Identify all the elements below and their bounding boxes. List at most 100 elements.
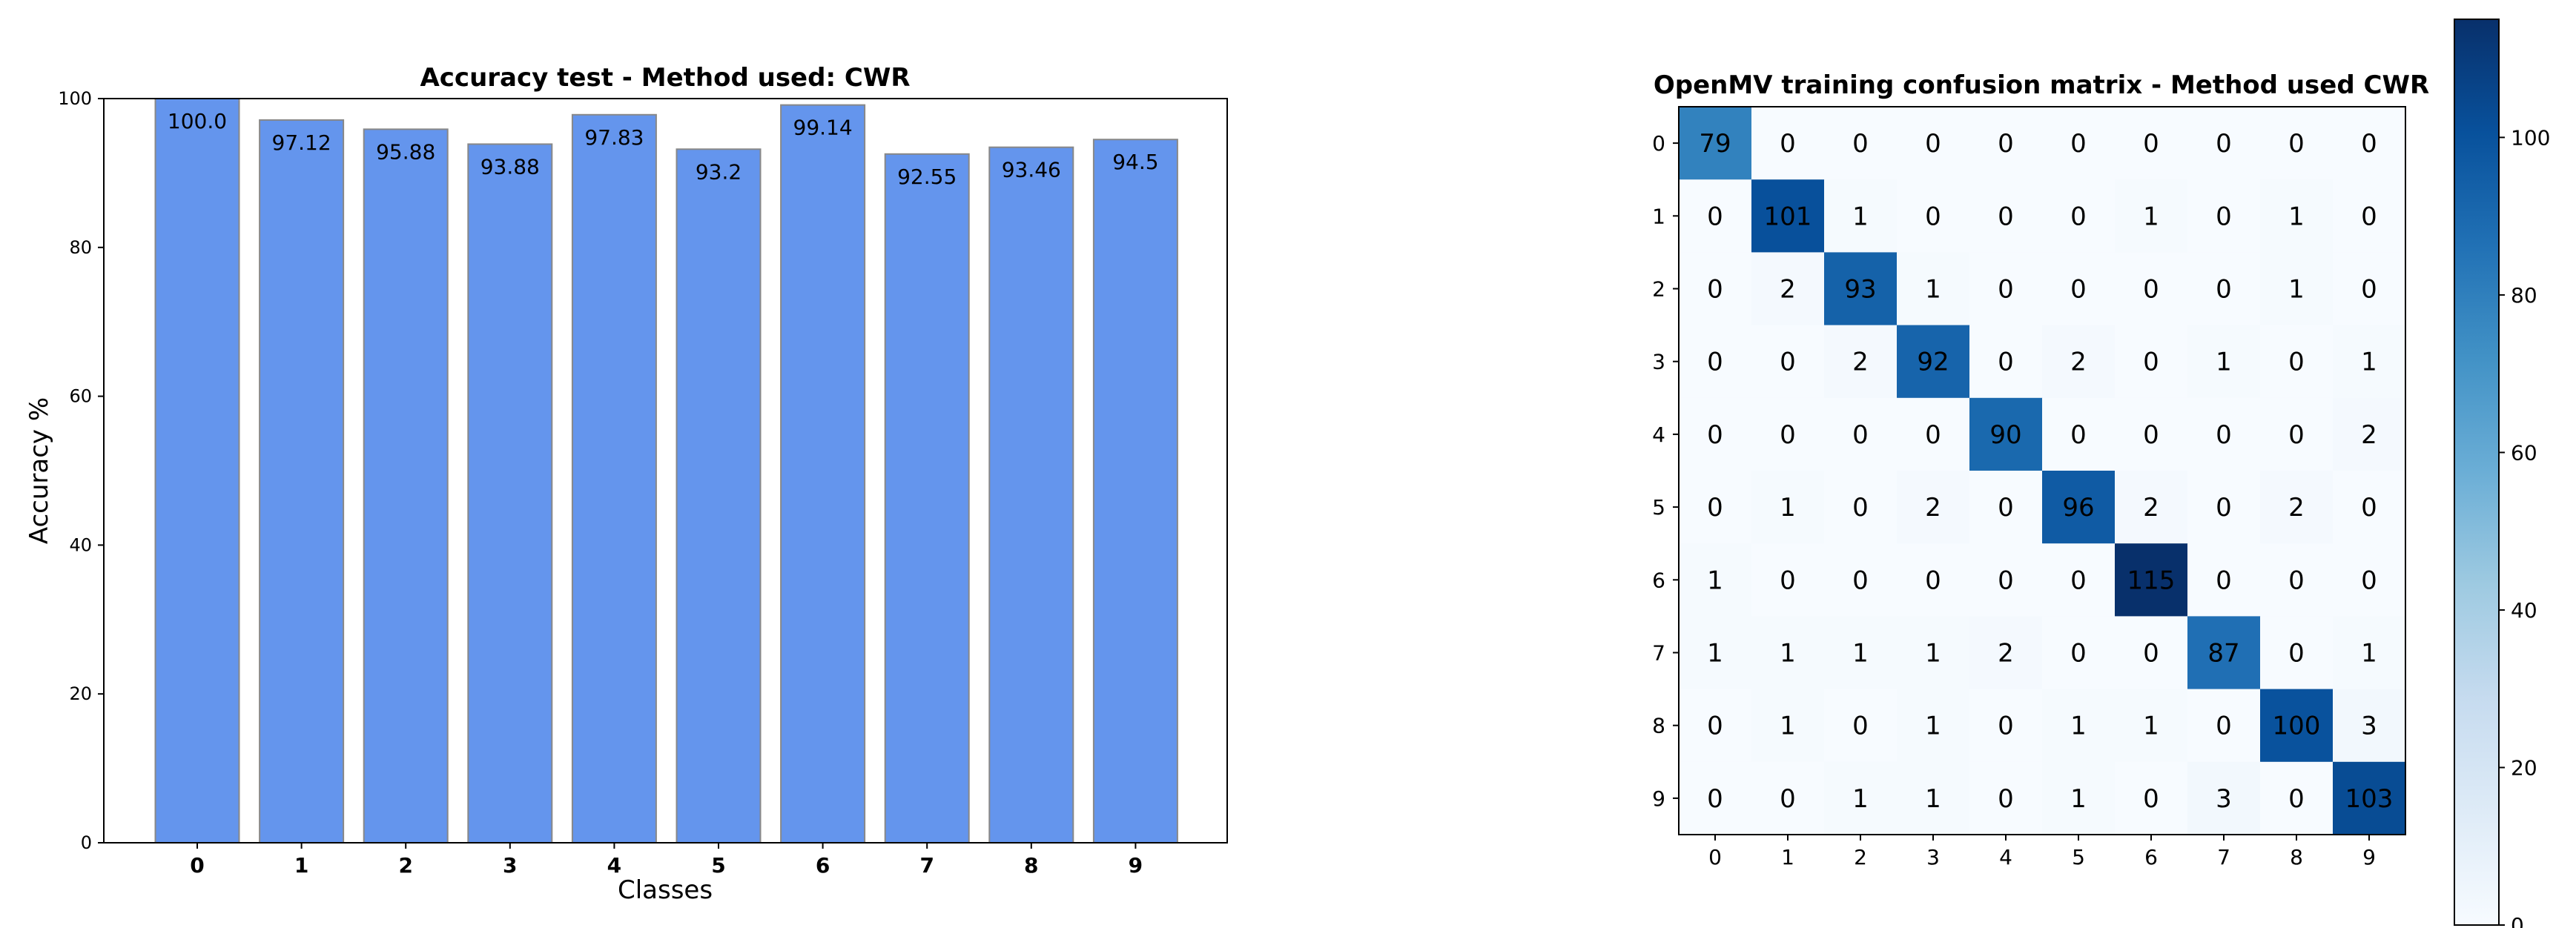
confusion-matrix-values: 79 0 0 0 0 0 0 0 0 00 101 1 0 0 0 1 0 1 00 2 93 1 0 0 0 0 1 00 0 2 92 0… xyxy=(1699,129,2393,814)
matrix-cell-value: 2 xyxy=(2143,493,2159,523)
row-tick-label: 1 xyxy=(1652,204,1665,228)
matrix-cell xyxy=(2260,471,2334,544)
matrix-cell xyxy=(1751,616,1825,690)
x-tick-label: 9 xyxy=(1129,853,1143,878)
colorbar-ticks: 0 20 40 60 80 100 xyxy=(2499,125,2550,928)
row-tick-label: 6 xyxy=(1652,568,1665,592)
bar-chart-x-axis-label: Classes xyxy=(618,875,713,905)
matrix-cell-value: 0 xyxy=(1852,129,1869,159)
matrix-cell xyxy=(1824,325,1898,399)
matrix-cell-value: 1 xyxy=(2070,712,2087,741)
matrix-cell xyxy=(2187,761,2261,835)
matrix-cell xyxy=(1897,179,1970,253)
matrix-cell xyxy=(1751,397,1825,471)
matrix-cell-value: 92 xyxy=(1917,348,1949,377)
matrix-cell-value: 0 xyxy=(2216,420,2232,450)
matrix-cell-value: 1 xyxy=(1707,566,1723,595)
matrix-cell-value: 0 xyxy=(2070,566,2087,595)
matrix-cell xyxy=(2042,761,2116,835)
col-tick-label: 2 xyxy=(1854,845,1867,869)
bar-value-label: 93.2 xyxy=(696,159,742,184)
matrix-cell-value: 1 xyxy=(1780,712,1796,741)
colorbar-frame xyxy=(2454,19,2500,926)
matrix-cell-value: 0 xyxy=(1707,784,1723,814)
matrix-cell xyxy=(1751,325,1825,399)
matrix-cell xyxy=(1969,325,2043,399)
matrix-cell xyxy=(2187,471,2261,544)
matrix-cell xyxy=(1897,471,1970,544)
matrix-cell-value: 0 xyxy=(1998,712,2014,741)
bar xyxy=(154,98,240,844)
matrix-cell-value: 0 xyxy=(2143,275,2159,305)
matrix-cell-value: 0 xyxy=(1780,420,1796,450)
matrix-cell xyxy=(2115,179,2188,253)
matrix-cell xyxy=(2042,543,2116,617)
matrix-cell xyxy=(2260,689,2334,763)
x-tick-label: 8 xyxy=(1024,853,1038,878)
bar xyxy=(676,148,762,844)
confusion-matrix-cells xyxy=(1679,107,2406,835)
row-tick-label: 7 xyxy=(1652,641,1665,666)
colorbar-tick-label: 80 xyxy=(2511,283,2537,308)
bar xyxy=(259,119,345,844)
bar-value-label: 100.0 xyxy=(168,109,227,133)
matrix-cell-value: 93 xyxy=(1844,275,1876,305)
matrix-cell-value: 0 xyxy=(1852,566,1869,595)
matrix-cell xyxy=(1679,616,1752,690)
y-tick-label: 60 xyxy=(69,386,92,407)
matrix-cell xyxy=(1897,252,1970,326)
bar xyxy=(884,153,970,844)
matrix-cell xyxy=(1751,761,1825,835)
matrix-cell xyxy=(2187,252,2261,326)
matrix-cell-value: 101 xyxy=(1764,202,1812,231)
row-tick-label: 4 xyxy=(1652,422,1665,447)
matrix-cell xyxy=(1824,397,1898,471)
matrix-cell xyxy=(2187,107,2261,180)
matrix-cell xyxy=(1679,397,1752,471)
row-tick-label: 2 xyxy=(1652,277,1665,302)
matrix-cell xyxy=(1969,397,2043,471)
matrix-cell xyxy=(1969,543,2043,617)
matrix-cell-value: 1 xyxy=(1925,712,1941,741)
matrix-cell xyxy=(2333,397,2406,471)
matrix-cell-value: 0 xyxy=(2288,420,2305,450)
colorbar-tick-label: 20 xyxy=(2511,755,2537,780)
matrix-cell-value: 0 xyxy=(1998,566,2014,595)
confusion-matrix-title: OpenMV training confusion matrix - Metho… xyxy=(1654,70,2429,100)
matrix-cell-value: 0 xyxy=(2361,202,2377,231)
matrix-cell-value: 2 xyxy=(1998,639,2014,669)
matrix-cell xyxy=(1897,397,1970,471)
bar-chart-y-ticks: 0 20 40 60 80 100 xyxy=(58,88,104,853)
matrix-cell xyxy=(2333,471,2406,544)
bar xyxy=(1092,139,1178,844)
matrix-cell xyxy=(2260,616,2334,690)
matrix-cell-value: 0 xyxy=(2070,129,2087,159)
x-tick-label: 1 xyxy=(294,853,308,878)
matrix-cell-value: 1 xyxy=(1780,493,1796,523)
matrix-cell-value: 1 xyxy=(2216,348,2232,377)
matrix-cell-value: 0 xyxy=(2216,493,2232,523)
matrix-cell xyxy=(1679,543,1752,617)
matrix-cell-value: 0 xyxy=(1998,275,2014,305)
matrix-cell-value: 2 xyxy=(1925,493,1941,523)
col-tick-label: 8 xyxy=(2290,845,2303,869)
colorbar-tick-label: 100 xyxy=(2511,125,2550,150)
matrix-cell xyxy=(1824,471,1898,544)
bar-layer xyxy=(154,98,1178,844)
row-tick-label: 5 xyxy=(1652,495,1665,520)
matrix-cell-value: 1 xyxy=(1852,639,1869,669)
matrix-cell xyxy=(2187,325,2261,399)
bar xyxy=(363,128,449,844)
matrix-cell xyxy=(2115,616,2188,690)
matrix-cell-value: 1 xyxy=(2361,639,2377,669)
matrix-cell-value: 1 xyxy=(2288,275,2305,305)
matrix-cell-value: 1 xyxy=(1852,202,1869,231)
x-tick-label: 6 xyxy=(816,853,830,878)
matrix-cell xyxy=(1969,252,2043,326)
matrix-cell-value: 0 xyxy=(2070,202,2087,231)
y-tick-label: 0 xyxy=(81,832,92,853)
matrix-cell xyxy=(2042,107,2116,180)
matrix-cell-value: 3 xyxy=(2361,712,2377,741)
matrix-cell xyxy=(1824,252,1898,326)
